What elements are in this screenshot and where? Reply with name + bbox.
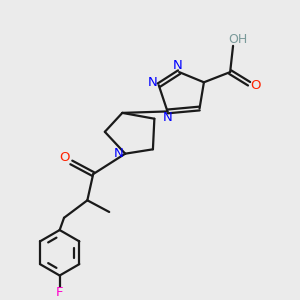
Text: F: F (56, 286, 63, 299)
Text: N: N (114, 147, 124, 160)
Text: OH: OH (229, 33, 248, 46)
Text: O: O (60, 151, 70, 164)
Text: N: N (148, 76, 157, 89)
Text: N: N (163, 111, 172, 124)
Text: N: N (173, 59, 183, 72)
Text: O: O (250, 79, 261, 92)
